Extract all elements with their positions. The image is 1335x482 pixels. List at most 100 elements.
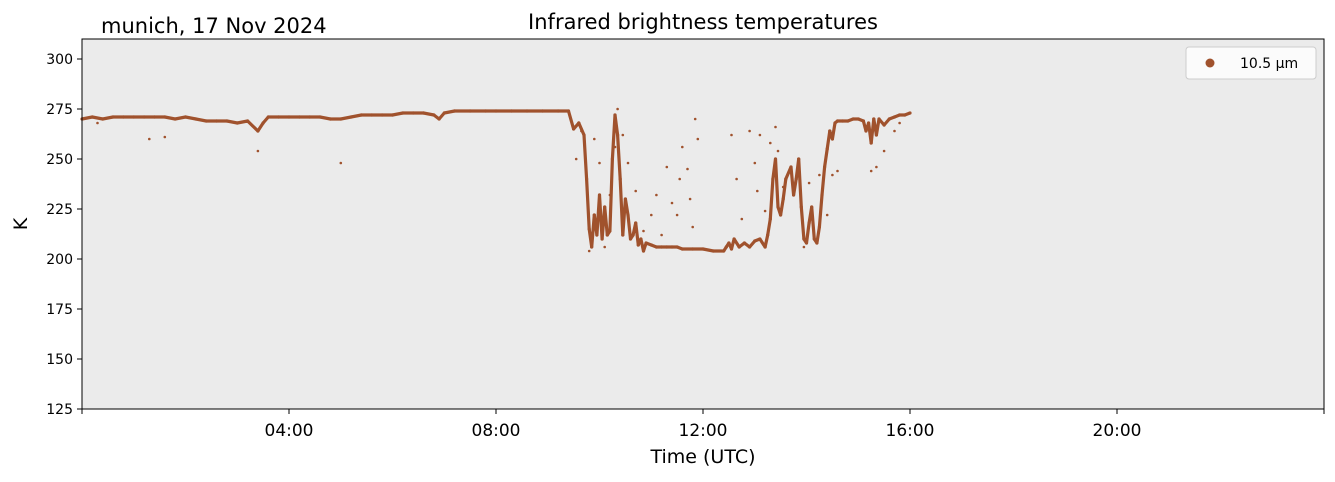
data-point — [626, 213, 630, 217]
data-point — [634, 189, 637, 193]
x-axis-ticks: 04:00 08:00 12:00 16:00 20:00 — [81, 409, 1325, 441]
data-point — [603, 205, 607, 209]
data-point — [636, 243, 640, 247]
data-point — [758, 133, 762, 137]
chart-subtitle: munich, 17 Nov 2024 — [101, 14, 327, 38]
legend-box — [1185, 46, 1317, 80]
x-tick-label: 04:00 — [265, 421, 314, 441]
data-point — [882, 123, 886, 127]
data-point — [903, 113, 907, 117]
data-point — [621, 133, 625, 137]
data-point — [468, 109, 472, 113]
legend-label: 10.5 µm — [1240, 56, 1298, 72]
legend-marker — [1205, 58, 1215, 68]
data-point — [411, 111, 415, 115]
data-point — [660, 245, 664, 249]
data-point — [776, 205, 780, 209]
y-axis-ticks: 125 150 175 200 225 250 275 300 — [46, 52, 82, 418]
data-point — [613, 113, 617, 117]
data-point — [766, 233, 770, 237]
data-point — [807, 181, 811, 185]
data-point — [587, 227, 591, 231]
data-point — [556, 109, 560, 113]
data-point — [882, 149, 886, 153]
x-tick-label: 16:00 — [886, 421, 935, 441]
data-point — [776, 149, 780, 153]
data-point — [90, 115, 94, 119]
data-point — [869, 169, 873, 173]
data-point — [898, 113, 902, 117]
data-point — [817, 225, 822, 229]
data-point — [781, 185, 785, 189]
y-tick-label: 250 — [46, 152, 73, 168]
data-point — [616, 107, 619, 111]
data-point — [789, 165, 793, 169]
data-point — [737, 245, 741, 249]
data-point — [856, 117, 860, 121]
y-tick-label: 300 — [46, 52, 73, 68]
data-point — [756, 189, 759, 193]
data-point — [670, 201, 674, 205]
data-point — [631, 233, 635, 237]
data-point — [592, 213, 596, 217]
data-point — [484, 109, 488, 113]
data-point — [572, 127, 576, 131]
data-point — [874, 133, 879, 137]
data-point — [297, 115, 301, 119]
data-point — [691, 247, 695, 251]
data-layer — [80, 107, 912, 253]
plot-area — [82, 39, 1324, 409]
data-point — [287, 115, 291, 119]
data-point — [769, 141, 772, 145]
data-point — [608, 193, 612, 197]
data-point — [621, 233, 625, 237]
data-point — [797, 157, 801, 161]
data-point — [194, 117, 198, 121]
data-point — [823, 165, 827, 169]
data-point — [509, 109, 514, 113]
data-point — [582, 133, 586, 137]
data-point — [877, 117, 881, 121]
data-point — [887, 117, 891, 121]
data-point — [111, 115, 115, 119]
data-point — [605, 233, 609, 237]
data-point — [831, 173, 834, 177]
data-point — [641, 249, 646, 253]
data-point — [851, 117, 855, 121]
x-tick-label: 20:00 — [1093, 421, 1142, 441]
data-point — [828, 129, 832, 133]
data-point — [680, 247, 684, 251]
data-point — [681, 145, 684, 149]
data-point — [593, 137, 596, 141]
data-point — [541, 109, 545, 113]
y-tick-label: 175 — [46, 302, 73, 318]
data-point — [665, 165, 669, 169]
data-point — [101, 117, 105, 121]
y-tick-label: 200 — [46, 252, 73, 268]
legend: 10.5 µm — [1185, 46, 1317, 80]
data-point — [256, 149, 260, 153]
data-point — [804, 241, 809, 245]
data-point — [678, 177, 681, 181]
data-point — [173, 117, 177, 121]
data-point — [623, 197, 628, 201]
data-point — [235, 121, 239, 125]
x-axis-label: Time (UTC) — [649, 446, 755, 468]
data-point — [729, 247, 734, 251]
data-point — [597, 193, 602, 197]
data-point — [246, 119, 250, 123]
data-point — [802, 245, 806, 249]
y-tick-label: 125 — [46, 402, 73, 418]
data-point — [869, 141, 873, 145]
data-point — [815, 241, 819, 245]
data-point — [722, 249, 726, 253]
data-point — [574, 157, 578, 161]
data-point — [610, 157, 615, 161]
data-point — [359, 113, 363, 117]
data-point — [595, 233, 599, 237]
data-point — [401, 111, 405, 115]
data-point — [875, 165, 878, 169]
data-point — [649, 243, 653, 247]
data-point — [748, 245, 752, 249]
